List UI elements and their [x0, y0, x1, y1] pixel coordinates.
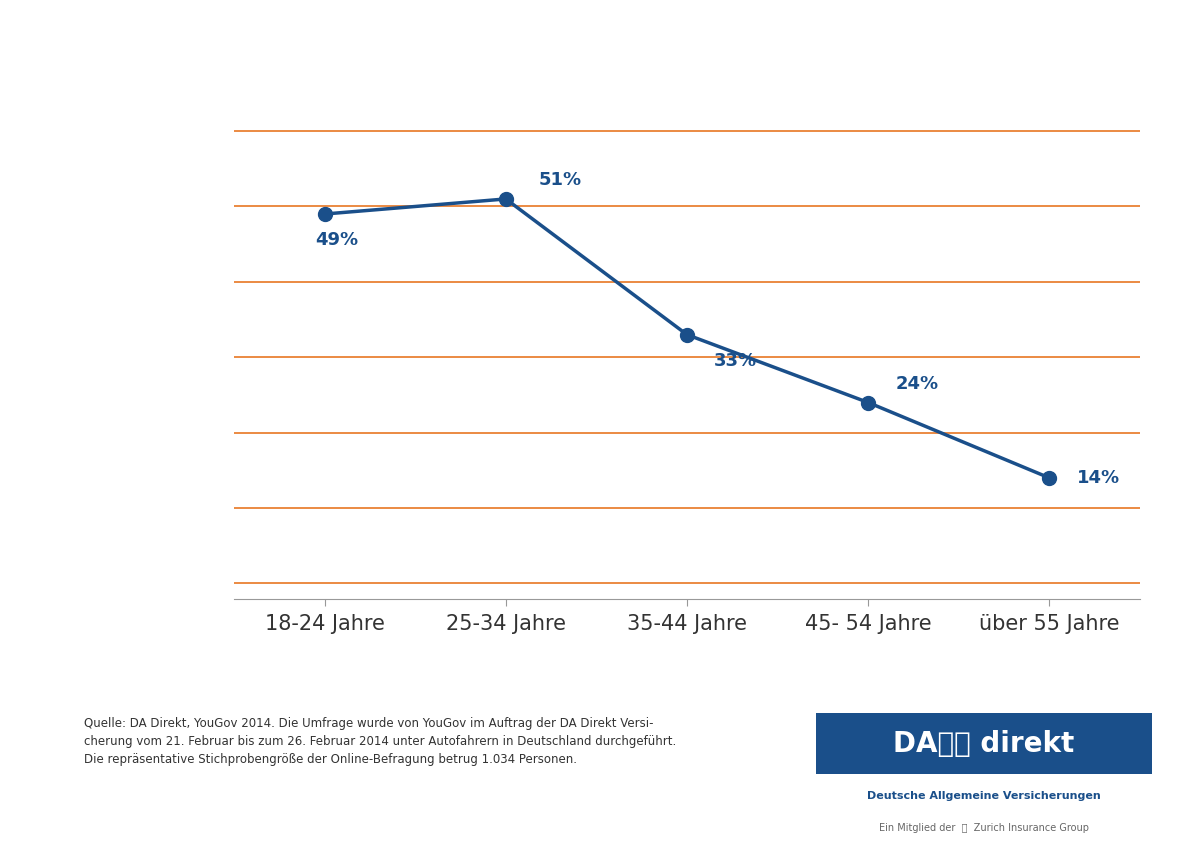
Text: 33%: 33%: [714, 352, 757, 370]
Text: Ein Mitglied der  Ⓙ  Zurich Insurance Group: Ein Mitglied der Ⓙ Zurich Insurance Grou…: [878, 823, 1090, 833]
Text: 24%: 24%: [895, 374, 938, 393]
Text: Deutsche Allgemeine Versicherungen: Deutsche Allgemeine Versicherungen: [868, 791, 1100, 801]
Text: 49%: 49%: [316, 232, 359, 250]
Text: 14%: 14%: [1076, 469, 1120, 487]
Text: 51%: 51%: [539, 171, 582, 189]
Text: Quelle: DA Direkt, YouGov 2014. Die Umfrage wurde von YouGov im Auftrag der DA D: Quelle: DA Direkt, YouGov 2014. Die Umfr…: [84, 717, 677, 767]
Text: Ich bin für Fahreignungsprüfungen und sie sollten auch Strafen
wie z. B. Fahrver: Ich bin für Fahreignungsprüfungen und si…: [218, 633, 1018, 675]
Bar: [816, 713, 1152, 774]
Text: DA⧖⧖ direkt: DA⧖⧖ direkt: [893, 730, 1075, 757]
